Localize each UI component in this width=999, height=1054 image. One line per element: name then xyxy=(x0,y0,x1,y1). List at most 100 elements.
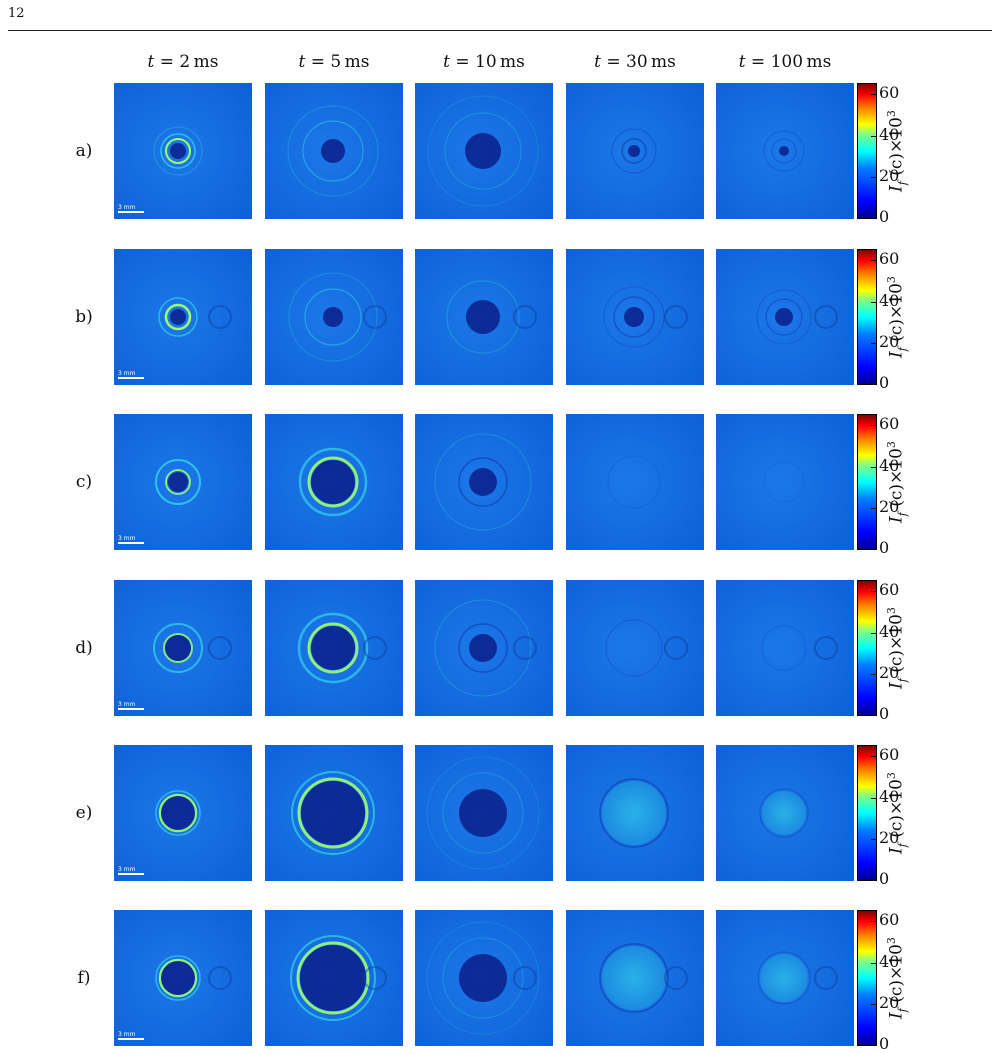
cbar-title-sub: f xyxy=(896,1008,910,1013)
scale-bar-line xyxy=(118,542,144,544)
panel-image xyxy=(415,249,553,385)
image-panel: 3 mm xyxy=(114,249,252,385)
colorbar-tick-label: 0 xyxy=(879,869,890,888)
scale-bar-label: 3 mm xyxy=(118,866,136,873)
scale-bar: 3 mm xyxy=(118,535,144,544)
panel-image xyxy=(566,910,704,1046)
colorbar-tick xyxy=(871,135,876,137)
colorbar-tick xyxy=(871,425,876,427)
cbar-title-sub: f xyxy=(896,181,910,186)
colorbar-tick-label: 20 xyxy=(879,662,900,682)
panel-image xyxy=(566,249,704,385)
colorbar xyxy=(857,249,877,385)
colorbar-tick-label: 0 xyxy=(879,1034,890,1053)
scale-bar-label: 3 mm xyxy=(118,1031,136,1038)
colorbar-tick xyxy=(871,591,876,593)
header-eq: = xyxy=(154,52,180,72)
colorbar xyxy=(857,910,877,1046)
row-label: a) xyxy=(75,141,93,161)
colorbar-tick xyxy=(871,962,876,964)
colorbar-tick-label: 60 xyxy=(879,249,900,269)
panel-image xyxy=(265,414,403,550)
colorbar-tick-label: 20 xyxy=(879,496,900,516)
column-header: t = 5 ms xyxy=(264,52,404,72)
image-panel: 3 mm xyxy=(114,745,252,881)
image-panel xyxy=(716,249,854,385)
image-panel xyxy=(415,414,553,550)
colorbar-tick xyxy=(871,797,876,799)
colorbar-tick xyxy=(871,384,876,385)
row-label: e) xyxy=(75,803,93,823)
image-panel xyxy=(566,83,704,219)
image-panel: 3 mm xyxy=(114,910,252,1046)
scale-bar-label: 3 mm xyxy=(118,204,136,211)
header-eq: = xyxy=(600,52,626,72)
panel-image xyxy=(265,580,403,716)
scale-bar-line xyxy=(118,211,144,213)
cbar-title-sup: 3 xyxy=(884,772,898,780)
image-panel xyxy=(716,745,854,881)
header-rule xyxy=(8,30,992,31)
colorbar-tick-label: 40 xyxy=(879,455,900,475)
panel-image xyxy=(415,910,553,1046)
panel-image xyxy=(716,745,854,881)
colorbar-tick xyxy=(871,218,876,219)
image-panel xyxy=(265,414,403,550)
cbar-title-main: I xyxy=(886,516,907,523)
column-header: t = 2 ms xyxy=(113,52,253,72)
header-unit: ms xyxy=(193,52,219,72)
image-panel xyxy=(716,83,854,219)
cbar-title-mid: (c)×10 xyxy=(886,614,907,679)
colorbar-title: If (c)×103 xyxy=(885,583,909,713)
image-panel xyxy=(566,745,704,881)
cbar-title-sub: f xyxy=(896,678,910,683)
header-unit: ms xyxy=(344,52,370,72)
scale-bar: 3 mm xyxy=(118,701,144,710)
colorbar-title: If (c)×103 xyxy=(885,748,909,878)
panel-image xyxy=(265,910,403,1046)
cbar-title-sup: 3 xyxy=(884,937,898,945)
colorbar-tick xyxy=(871,632,876,634)
panel-image xyxy=(114,580,252,716)
colorbar-tick xyxy=(871,838,876,840)
colorbar-tick xyxy=(871,1003,876,1005)
panel-image xyxy=(415,745,553,881)
colorbar-tick-label: 20 xyxy=(879,331,900,351)
cbar-title-mid: (c)×10 xyxy=(886,117,907,182)
cbar-title-main: I xyxy=(886,847,907,854)
colorbar-tick-label: 60 xyxy=(879,83,900,103)
scale-bar-label: 3 mm xyxy=(118,535,136,542)
colorbar-tick xyxy=(871,921,876,923)
cbar-title-sup: 3 xyxy=(884,276,898,284)
panel-image xyxy=(716,414,854,550)
header-var: t xyxy=(147,52,155,72)
scale-bar-line xyxy=(118,377,144,379)
scale-bar-line xyxy=(118,708,144,710)
image-panel xyxy=(265,580,403,716)
cbar-title-mid: (c)×10 xyxy=(886,448,907,513)
colorbar-tick xyxy=(871,549,876,550)
row-label: f) xyxy=(77,968,91,988)
panel-image xyxy=(114,83,252,219)
colorbar-title: If (c)×103 xyxy=(885,417,909,547)
colorbar-tick-label: 60 xyxy=(879,580,900,600)
row-label: c) xyxy=(75,472,93,492)
header-var: t xyxy=(298,52,306,72)
panel-image xyxy=(265,745,403,881)
image-panel xyxy=(265,83,403,219)
cbar-title-sup: 3 xyxy=(884,110,898,118)
header-var: t xyxy=(443,52,450,72)
colorbar-tick-label: 60 xyxy=(879,910,900,930)
colorbar-tick xyxy=(871,94,876,96)
colorbar-tick-label: 20 xyxy=(879,827,900,847)
header-var: t xyxy=(594,52,601,72)
colorbar-tick xyxy=(871,507,876,509)
row-label: b) xyxy=(75,307,93,327)
colorbar-tick xyxy=(871,715,876,716)
cbar-title-sub: f xyxy=(896,843,910,848)
panel-image xyxy=(114,414,252,550)
panel-image xyxy=(716,910,854,1046)
cbar-title-main: I xyxy=(886,682,907,689)
scale-bar-label: 3 mm xyxy=(118,370,136,377)
panel-image xyxy=(716,580,854,716)
